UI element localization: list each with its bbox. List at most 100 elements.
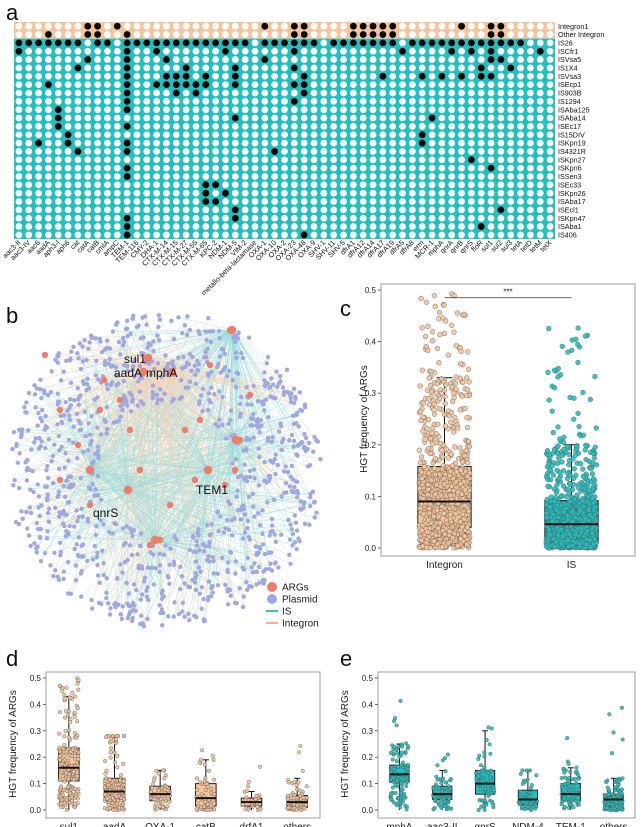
network-node-plasmid <box>57 540 63 545</box>
heatmap-dot-absent <box>271 47 279 55</box>
network-node-plasmid <box>45 529 50 534</box>
network-edge <box>142 371 287 484</box>
heatmap-dot-present <box>153 81 161 89</box>
heatmap-dot-present <box>458 22 465 30</box>
network-node-plasmid <box>24 478 30 483</box>
heatmap-dot-present <box>45 31 52 38</box>
heatmap-dot-absent <box>349 223 357 230</box>
heatmap-dot-absent <box>64 189 72 197</box>
heatmap-dot-absent <box>64 122 72 130</box>
heatmap-dot-present <box>477 223 485 230</box>
network-node-plasmid <box>115 320 120 325</box>
network-node-plasmid <box>225 569 230 575</box>
heatmap-dot-absent <box>212 56 220 63</box>
network-node-plasmid <box>135 552 140 557</box>
network-node-plasmid <box>242 512 248 517</box>
heatmap-dot-absent <box>369 148 377 155</box>
heatmap-dot-absent <box>487 198 495 205</box>
network-edge <box>159 341 211 366</box>
heatmap-dot-absent <box>241 214 249 222</box>
heatmap-dot-absent <box>320 22 328 30</box>
heatmap-dot-absent <box>104 206 111 214</box>
data-point <box>432 471 438 478</box>
heatmap-dot-absent <box>408 122 416 130</box>
network-node-arg <box>56 406 64 414</box>
heatmap-dot-absent <box>35 173 42 180</box>
heatmap-dot-absent <box>527 72 534 80</box>
heatmap-dot-absent <box>527 64 534 72</box>
heatmap-dot-absent <box>231 139 239 147</box>
heatmap-dot-present <box>202 39 210 47</box>
heatmap-dot-absent <box>271 198 279 205</box>
heatmap-dot-absent <box>438 148 446 155</box>
network-node-plasmid <box>176 611 182 617</box>
heatmap-dot-present <box>123 47 131 55</box>
heatmap-dot-absent <box>300 64 308 72</box>
heatmap-dot-present <box>64 131 72 139</box>
heatmap-dot-absent <box>290 122 298 130</box>
heatmap-dot-absent <box>281 72 288 80</box>
network-node-plasmid <box>154 392 160 397</box>
network-node-plasmid <box>210 590 215 595</box>
heatmap-dot-absent <box>487 89 495 97</box>
network-node-plasmid <box>131 582 137 587</box>
heatmap-dot-absent <box>104 156 111 164</box>
heatmap-dot-absent <box>546 206 554 214</box>
network-node-plasmid <box>104 404 110 410</box>
heatmap-dot-absent <box>271 131 279 139</box>
heatmap-dot-absent <box>182 114 190 122</box>
network-edge <box>159 371 173 554</box>
data-point <box>464 541 470 547</box>
network-node-plasmid <box>66 532 71 537</box>
heatmap-dot-absent <box>349 189 357 197</box>
heatmap-dot-absent <box>54 56 62 63</box>
heatmap-dot-absent <box>389 173 397 180</box>
heatmap-dot-absent <box>359 72 367 80</box>
heatmap-dot-absent <box>408 22 416 30</box>
data-point <box>418 296 424 302</box>
heatmap-dot-absent <box>290 231 298 239</box>
network-node-plasmid <box>269 516 275 522</box>
heatmap-dot-absent <box>389 106 397 114</box>
heatmap-dot-absent <box>310 64 318 72</box>
heatmap-dot-absent <box>25 156 33 164</box>
heatmap-dot-absent <box>54 22 62 30</box>
network-node-plasmid <box>194 572 199 578</box>
heatmap-dot-absent <box>133 214 141 222</box>
network-node-plasmid <box>52 505 58 510</box>
heatmap-dot-absent <box>143 122 151 130</box>
heatmap-dot-present <box>369 22 377 30</box>
network-node-plasmid <box>288 395 293 401</box>
heatmap-dot-absent <box>15 131 23 139</box>
network-node-plasmid <box>219 555 225 561</box>
heatmap-dot-absent <box>507 189 515 197</box>
heatmap-dot-absent <box>222 231 229 239</box>
network-edge <box>159 364 210 536</box>
heatmap-dot-absent <box>320 223 328 230</box>
network-node-plasmid <box>34 550 40 555</box>
network-edge <box>159 364 300 445</box>
heatmap-dot-absent <box>458 97 465 105</box>
heatmap-dot-absent <box>536 189 544 197</box>
network-node-plasmid <box>157 387 163 392</box>
data-point <box>552 385 558 391</box>
network-node-plasmid <box>125 333 130 339</box>
network-edge <box>203 439 237 600</box>
heatmap-dot-absent <box>330 22 338 30</box>
heatmap-dot-absent <box>359 148 367 155</box>
data-point <box>429 430 435 436</box>
heatmap-dot-absent <box>458 189 465 197</box>
network-node-plasmid <box>56 489 62 494</box>
network-edge <box>180 469 209 590</box>
heatmap-dot-absent <box>281 181 288 189</box>
heatmap-dot-absent <box>241 122 249 130</box>
heatmap-dot-absent <box>113 231 121 239</box>
heatmap-dot-absent <box>104 214 111 222</box>
network-node-plasmid <box>206 391 212 396</box>
heatmap-dot-absent <box>536 214 544 222</box>
network-node-plasmid <box>176 315 181 320</box>
heatmap-dot-absent <box>517 31 524 38</box>
network-node-plasmid <box>75 385 80 391</box>
heatmap-dot-absent <box>15 81 23 89</box>
network-node-plasmid <box>234 355 239 361</box>
